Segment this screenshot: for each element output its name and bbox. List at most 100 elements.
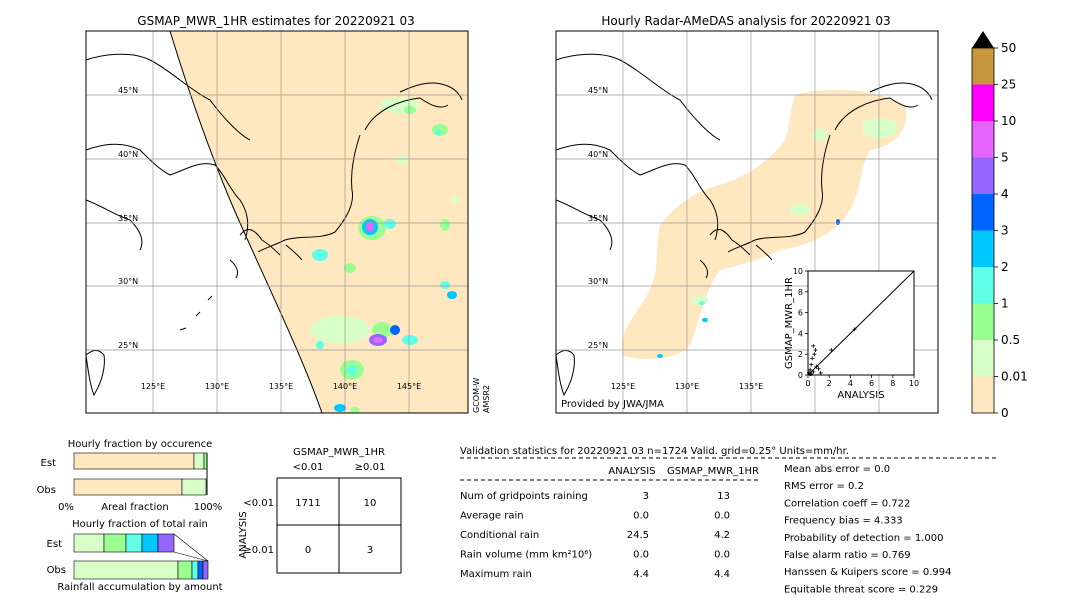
right-lon-label: 135°E bbox=[739, 382, 763, 391]
inset-xtick-label: 0 bbox=[805, 379, 810, 388]
scatter-point bbox=[812, 352, 817, 357]
fraction-row-obs: Obs bbox=[37, 485, 56, 496]
colorbar-swatch bbox=[972, 84, 994, 121]
validation-row-gsmap: 4.4 bbox=[714, 569, 730, 580]
inset-ytick-label: 0 bbox=[798, 371, 803, 380]
validation-score: Hanssen & Kuipers score = 0.994 bbox=[784, 567, 951, 578]
contingency-title: GSMAP_MWR_1HR bbox=[293, 447, 385, 458]
validation-row-gsmap: 13 bbox=[717, 491, 730, 502]
inset-ytick-label: 4 bbox=[798, 329, 803, 338]
fraction-bottom-label: Rainfall accumulation by amount bbox=[57, 582, 222, 593]
colorbar-swatch bbox=[972, 230, 994, 267]
rain-obs-4 bbox=[202, 560, 209, 580]
rain-est-1 bbox=[125, 533, 143, 553]
right-lon-label: 130°E bbox=[675, 382, 699, 391]
scatter-point bbox=[816, 366, 821, 371]
validation-row-gsmap: 0.0 bbox=[714, 511, 730, 522]
contingency-cell: 3 bbox=[367, 545, 373, 556]
left-lat-label: 30°N bbox=[118, 277, 138, 286]
colorbar-frame bbox=[971, 47, 995, 414]
colorbar-label: 25 bbox=[1001, 78, 1016, 92]
scatter-point bbox=[829, 348, 834, 353]
left-map-grid-labels: 45°N 40°N 35°N 30°N 25°N 125°E 130°E 135… bbox=[118, 86, 421, 391]
right-map-coastline bbox=[555, 53, 933, 397]
validation-row-analysis: 0.0 bbox=[633, 511, 649, 522]
inset-ytick-label: 10 bbox=[793, 267, 803, 276]
validation-header: Validation statistics for 20220921 03 n=… bbox=[460, 446, 849, 457]
inset-ylabel: GSMAP_MWR_1HR bbox=[784, 277, 795, 369]
left-map: 45°N 40°N 35°N 30°N 25°N 125°E 130°E 135… bbox=[85, 30, 491, 414]
right-map-title: Hourly Radar-AMeDAS analysis for 2022092… bbox=[601, 14, 890, 28]
validation-row-analysis: 3 bbox=[643, 491, 649, 502]
colorbar-label: 1 bbox=[1001, 297, 1009, 311]
colorbar-label: 2 bbox=[1001, 260, 1009, 274]
left-lat-label: 45°N bbox=[118, 86, 138, 95]
contingency-cell: 10 bbox=[364, 498, 377, 509]
contingency-cell: 1711 bbox=[295, 498, 320, 509]
left-map-sensor-1: GCOM-W bbox=[472, 377, 481, 413]
contingency-cell: 0 bbox=[305, 545, 311, 556]
inset-ticks: 00 2 2 4 4 6 6 8 8 10 10 bbox=[793, 267, 919, 388]
rain-row-est: Est bbox=[47, 539, 63, 550]
colorbar-swatch bbox=[972, 48, 994, 85]
validation-row-analysis: 0.0 bbox=[633, 550, 649, 561]
right-map-radar-coverage bbox=[621, 89, 907, 359]
occurrence-obs-dry bbox=[73, 478, 183, 496]
colorbar-swatch bbox=[972, 376, 994, 413]
rain-est-2 bbox=[141, 533, 159, 553]
validation-score: Mean abs error = 0.0 bbox=[784, 464, 890, 475]
colorbar-swatch bbox=[972, 121, 994, 158]
fraction-title-occurrence: Hourly fraction by occurence bbox=[68, 439, 212, 450]
left-map-rain-areas bbox=[310, 97, 459, 413]
validation-row-label: Maximum rain bbox=[460, 569, 532, 580]
colorbar-label: 3 bbox=[1001, 224, 1009, 238]
scatter-point bbox=[852, 327, 857, 332]
left-map-swath-edge bbox=[169, 30, 323, 414]
fraction-axis-100: 100% bbox=[194, 502, 223, 513]
scatter-point bbox=[808, 371, 813, 376]
validation-row-label: Num of gridpoints raining bbox=[460, 491, 588, 502]
left-lat-label: 40°N bbox=[118, 150, 138, 159]
occurrence-bars bbox=[73, 452, 208, 496]
colorbar: 50 25 10 5 4 3 2 1 0.5 0.01 0 bbox=[971, 31, 1028, 420]
inset-xtick-label: 4 bbox=[848, 379, 853, 388]
inset-xlabel: ANALYSIS bbox=[837, 390, 884, 401]
validation-score: Probability of detection = 1.000 bbox=[784, 533, 943, 544]
right-map-rain-areas bbox=[657, 118, 898, 358]
left-lon-label: 130°E bbox=[205, 382, 229, 391]
inset-xtick-label: 6 bbox=[869, 379, 874, 388]
right-map-grid-labels: 45°N 40°N 35°N 30°N 25°N 125°E 130°E 135… bbox=[588, 86, 763, 391]
fraction-axis-label: Areal fraction bbox=[101, 502, 168, 513]
scatter-point bbox=[814, 364, 819, 369]
validation-row-label: Conditional rain bbox=[460, 530, 539, 541]
inset-ytick-label: 6 bbox=[798, 309, 803, 318]
inset-scatter: 00 2 2 4 4 6 6 8 8 10 10 ANALYSIS GSMAP_MWR_1HR bbox=[784, 267, 919, 401]
validation-score: Frequency bias = 4.333 bbox=[784, 516, 903, 527]
right-lat-label: 40°N bbox=[588, 150, 608, 159]
scatter-point bbox=[818, 370, 823, 375]
colorbar-label: 5 bbox=[1001, 151, 1009, 165]
occurrence-est-dry bbox=[73, 452, 195, 470]
scatter-point bbox=[810, 356, 815, 361]
colorbar-label: 50 bbox=[1001, 41, 1016, 55]
left-map-title: GSMAP_MWR_1HR estimates for 20220921 03 bbox=[137, 14, 414, 28]
rain-row-obs: Obs bbox=[47, 565, 66, 576]
colorbar-label: 0.5 bbox=[1001, 333, 1020, 347]
rain-obs-3 bbox=[197, 560, 204, 580]
validation-col-analysis: ANALYSIS bbox=[608, 466, 655, 477]
colorbar-label: 0.01 bbox=[1001, 370, 1028, 384]
contingency-col-1: <0.01 bbox=[293, 462, 324, 473]
scatter-point bbox=[813, 348, 818, 353]
occurrence-est-light bbox=[193, 452, 205, 470]
left-lat-label: 25°N bbox=[118, 341, 138, 350]
left-lon-label: 145°E bbox=[397, 382, 421, 391]
colorbar-label: 0 bbox=[1001, 406, 1009, 420]
right-map-frame bbox=[555, 30, 939, 414]
inset-ytick-label: 2 bbox=[798, 350, 803, 359]
left-map-grid bbox=[86, 31, 468, 413]
colorbar-swatch bbox=[972, 340, 994, 377]
colorbar-swatch bbox=[972, 194, 994, 231]
inset-diagonal bbox=[807, 270, 915, 376]
